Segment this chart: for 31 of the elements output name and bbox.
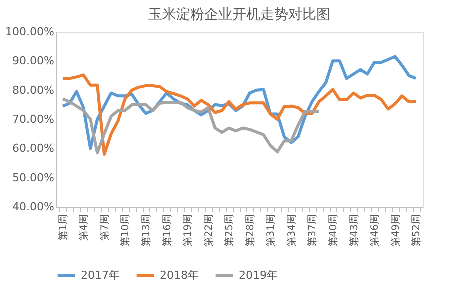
x-tick-label: 第4周 bbox=[78, 214, 90, 241]
x-tick-label: 第31周 bbox=[265, 214, 278, 248]
x-tick-label: 第7周 bbox=[98, 214, 111, 241]
legend-label: 2018年 bbox=[160, 268, 199, 282]
legend-label: 2017年 bbox=[81, 268, 120, 282]
x-tick-label: 第40周 bbox=[327, 214, 340, 248]
x-tick-label: 第13周 bbox=[140, 214, 153, 248]
legend-label: 2019年 bbox=[239, 268, 278, 282]
x-tick-label: 第25周 bbox=[224, 214, 236, 248]
x-tick-label: 第46周 bbox=[369, 214, 382, 248]
y-tick-label: 100.00% bbox=[6, 26, 54, 38]
y-tick-label: 50.00% bbox=[12, 171, 54, 184]
x-tick-label: 第1周 bbox=[57, 214, 70, 241]
line-series bbox=[61, 74, 418, 156]
x-tick-label: 第28周 bbox=[244, 214, 256, 248]
y-tick-label: 80.00% bbox=[12, 84, 54, 97]
x-tick-label: 第22周 bbox=[202, 214, 215, 248]
x-tick-label: 第49周 bbox=[390, 214, 402, 248]
x-tick-label: 第37周 bbox=[306, 214, 319, 248]
y-tick-label: 90.00% bbox=[12, 54, 54, 68]
y-tick-label: 70.00% bbox=[12, 113, 54, 126]
x-tick-label: 第19周 bbox=[182, 214, 194, 248]
x-tick-label: 第52周 bbox=[410, 214, 423, 248]
x-tick-label: 第43周 bbox=[348, 214, 360, 248]
chart-title: 玉米淀粉企业开机走势对比图 bbox=[148, 7, 330, 23]
line-series bbox=[61, 98, 321, 155]
y-tick-label: 60.00% bbox=[12, 142, 54, 156]
x-tick-label: 第10周 bbox=[120, 214, 132, 248]
y-tick-label: 40.00% bbox=[12, 200, 54, 214]
x-tick-label: 第34周 bbox=[286, 214, 298, 248]
x-tick-label: 第16周 bbox=[161, 214, 174, 248]
